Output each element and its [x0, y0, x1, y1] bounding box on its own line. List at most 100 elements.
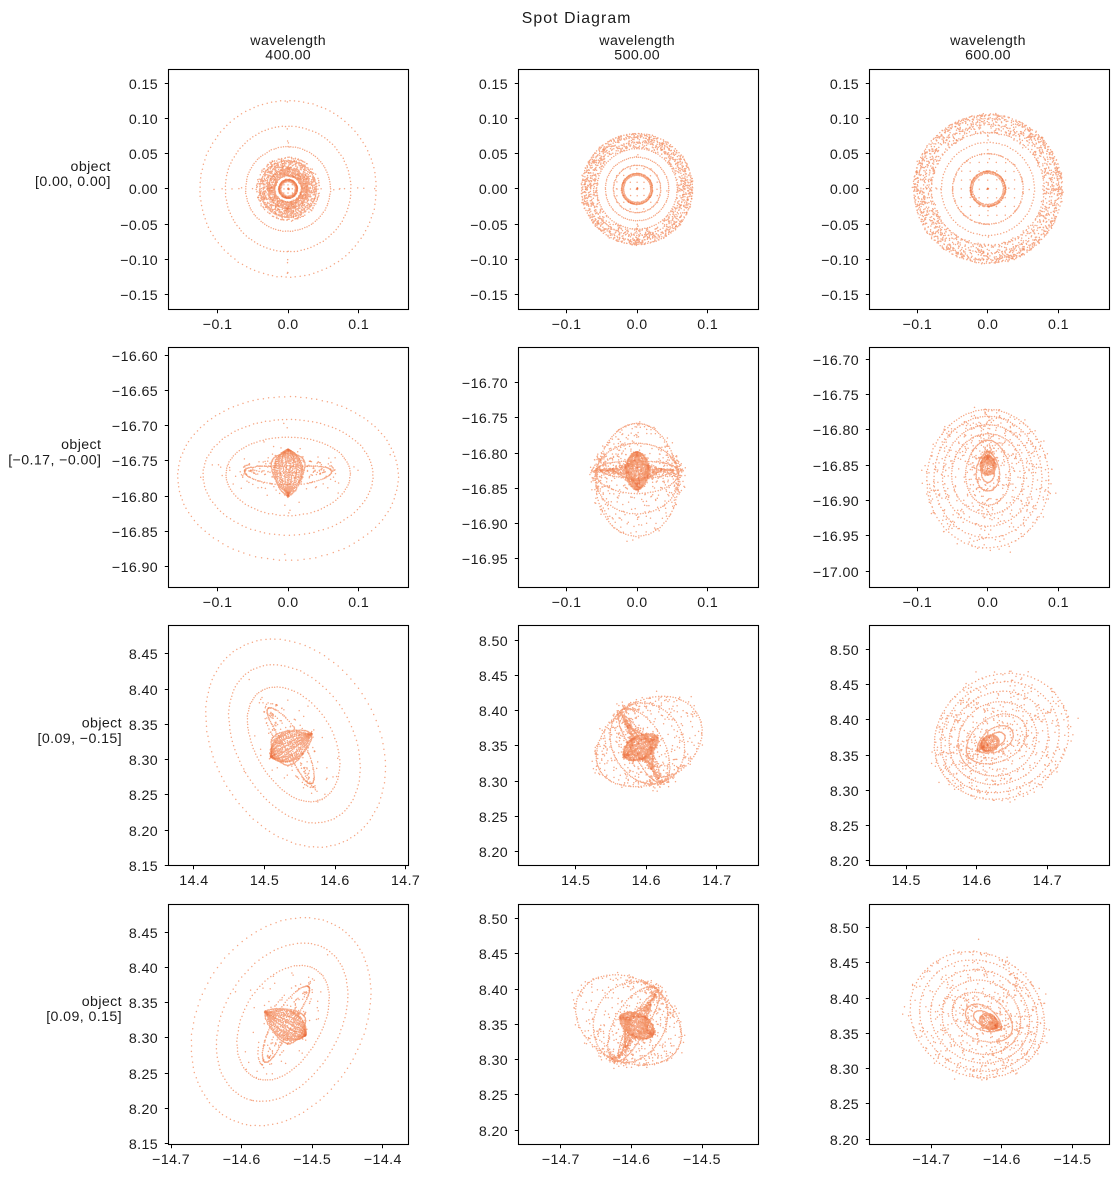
- svg-text:0.0: 0.0: [278, 595, 299, 611]
- svg-text:0.05: 0.05: [129, 147, 158, 163]
- svg-text:8.15: 8.15: [129, 1137, 158, 1153]
- svg-text:−16.80: −16.80: [813, 423, 859, 439]
- svg-text:object: object: [82, 994, 122, 1010]
- svg-text:object: object: [82, 716, 122, 732]
- svg-text:−0.1: −0.1: [552, 595, 582, 611]
- svg-text:8.30: 8.30: [830, 784, 859, 800]
- svg-text:−0.1: −0.1: [203, 317, 233, 333]
- svg-text:8.45: 8.45: [479, 669, 508, 685]
- svg-text:8.45: 8.45: [479, 947, 508, 963]
- svg-text:−16.95: −16.95: [462, 552, 508, 568]
- svg-text:8.20: 8.20: [479, 845, 508, 861]
- svg-text:8.20: 8.20: [129, 824, 158, 840]
- svg-text:−0.15: −0.15: [470, 288, 508, 304]
- svg-text:8.25: 8.25: [479, 810, 508, 826]
- svg-text:−14.7: −14.7: [542, 1152, 580, 1168]
- svg-text:−16.75: −16.75: [462, 411, 508, 427]
- svg-text:8.45: 8.45: [129, 647, 158, 663]
- svg-text:−16.75: −16.75: [112, 454, 158, 470]
- svg-text:−16.80: −16.80: [112, 490, 158, 506]
- svg-text:0.05: 0.05: [830, 147, 859, 163]
- svg-text:0.1: 0.1: [348, 317, 369, 333]
- svg-text:0.15: 0.15: [129, 77, 158, 93]
- svg-text:8.30: 8.30: [129, 1031, 158, 1047]
- svg-text:8.25: 8.25: [129, 788, 158, 804]
- svg-text:−16.70: −16.70: [813, 353, 859, 369]
- svg-text:14.5: 14.5: [892, 873, 921, 889]
- svg-text:0.1: 0.1: [697, 317, 718, 333]
- svg-text:0.1: 0.1: [697, 595, 718, 611]
- svg-text:−0.15: −0.15: [821, 288, 859, 304]
- svg-text:0.00: 0.00: [479, 182, 508, 198]
- svg-text:−17.00: −17.00: [813, 565, 859, 581]
- svg-text:−0.1: −0.1: [203, 595, 233, 611]
- svg-text:8.15: 8.15: [129, 859, 158, 875]
- svg-text:0.00: 0.00: [830, 182, 859, 198]
- svg-text:−16.90: −16.90: [462, 517, 508, 533]
- svg-text:8.45: 8.45: [129, 926, 158, 942]
- svg-text:−16.60: −16.60: [112, 349, 158, 365]
- svg-text:wavelength: wavelength: [249, 33, 326, 49]
- svg-text:0.10: 0.10: [830, 112, 859, 128]
- svg-text:14.7: 14.7: [391, 873, 420, 889]
- svg-text:[0.09, −0.15]: [0.09, −0.15]: [38, 731, 122, 747]
- svg-text:8.45: 8.45: [830, 956, 859, 972]
- svg-text:−16.70: −16.70: [112, 419, 158, 435]
- svg-text:0.05: 0.05: [479, 147, 508, 163]
- svg-text:−0.10: −0.10: [821, 253, 859, 269]
- svg-text:[0.00, 0.00]: [0.00, 0.00]: [35, 174, 111, 190]
- svg-text:0.00: 0.00: [129, 182, 158, 198]
- svg-text:−0.05: −0.05: [821, 218, 859, 234]
- svg-text:0.0: 0.0: [627, 317, 648, 333]
- svg-text:0.15: 0.15: [479, 77, 508, 93]
- svg-text:0.0: 0.0: [977, 595, 998, 611]
- svg-text:−16.90: −16.90: [813, 494, 859, 510]
- svg-text:8.35: 8.35: [129, 996, 158, 1012]
- svg-text:14.6: 14.6: [320, 873, 349, 889]
- svg-text:8.50: 8.50: [830, 643, 859, 659]
- svg-text:14.7: 14.7: [702, 873, 731, 889]
- svg-text:−16.65: −16.65: [112, 384, 158, 400]
- svg-text:400.00: 400.00: [265, 48, 311, 64]
- svg-text:0.15: 0.15: [830, 77, 859, 93]
- svg-text:−14.5: −14.5: [293, 1152, 331, 1168]
- svg-text:object: object: [61, 437, 101, 453]
- svg-text:−14.5: −14.5: [683, 1152, 721, 1168]
- svg-text:8.20: 8.20: [479, 1124, 508, 1140]
- svg-text:−14.6: −14.6: [612, 1152, 650, 1168]
- svg-text:14.4: 14.4: [179, 873, 208, 889]
- svg-text:8.40: 8.40: [479, 983, 508, 999]
- svg-text:8.40: 8.40: [830, 992, 859, 1008]
- svg-text:8.35: 8.35: [830, 749, 859, 765]
- svg-text:8.40: 8.40: [479, 704, 508, 720]
- svg-text:0.10: 0.10: [479, 112, 508, 128]
- svg-text:8.35: 8.35: [830, 1027, 859, 1043]
- svg-text:8.25: 8.25: [830, 1097, 859, 1113]
- svg-text:8.25: 8.25: [129, 1067, 158, 1083]
- svg-text:−14.7: −14.7: [912, 1152, 950, 1168]
- svg-text:−0.10: −0.10: [470, 253, 508, 269]
- svg-text:0.1: 0.1: [348, 595, 369, 611]
- svg-text:8.40: 8.40: [129, 961, 158, 977]
- svg-text:wavelength: wavelength: [949, 33, 1026, 49]
- svg-text:object: object: [71, 159, 111, 175]
- svg-text:8.30: 8.30: [830, 1062, 859, 1078]
- svg-text:8.50: 8.50: [830, 921, 859, 937]
- svg-text:600.00: 600.00: [965, 48, 1011, 64]
- svg-text:−0.1: −0.1: [552, 317, 582, 333]
- svg-text:0.0: 0.0: [977, 317, 998, 333]
- svg-text:8.35: 8.35: [129, 718, 158, 734]
- svg-text:8.35: 8.35: [479, 739, 508, 755]
- svg-text:8.30: 8.30: [129, 753, 158, 769]
- svg-text:[0.09, 0.15]: [0.09, 0.15]: [46, 1009, 122, 1025]
- svg-text:14.6: 14.6: [962, 873, 991, 889]
- svg-text:−16.85: −16.85: [813, 459, 859, 475]
- svg-text:8.20: 8.20: [830, 854, 859, 870]
- svg-text:8.45: 8.45: [830, 678, 859, 694]
- svg-text:−16.85: −16.85: [462, 482, 508, 498]
- svg-text:8.25: 8.25: [479, 1088, 508, 1104]
- svg-text:8.30: 8.30: [479, 1053, 508, 1069]
- svg-text:14.5: 14.5: [250, 873, 279, 889]
- svg-text:0.10: 0.10: [129, 112, 158, 128]
- svg-text:0.0: 0.0: [278, 317, 299, 333]
